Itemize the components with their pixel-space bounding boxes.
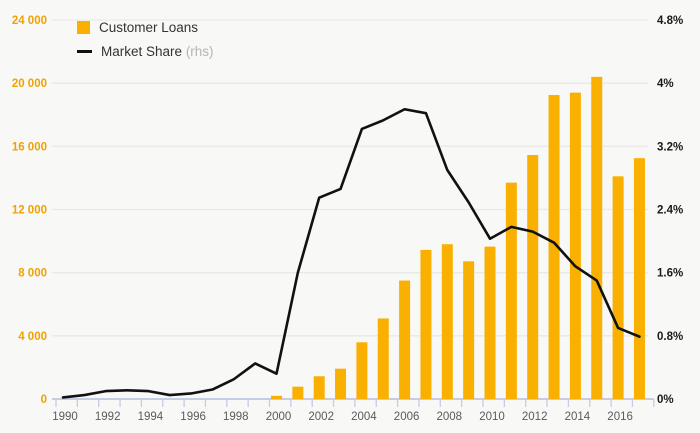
x-axis-label-2004: 2004 [351, 411, 377, 423]
bar-2013 [548, 95, 560, 400]
y-axis-label-right: 1.6% [657, 268, 683, 280]
x-axis-label-2016: 2016 [607, 411, 633, 423]
y-axis-label-left: 4 000 [18, 331, 47, 343]
x-axis-label-2000: 2000 [266, 411, 292, 423]
bar-2016 [612, 176, 624, 399]
bar-2003 [335, 368, 347, 399]
y-axis-label-left: 24 000 [12, 15, 47, 27]
x-axis-label-1992: 1992 [95, 411, 121, 423]
x-axis-label-2008: 2008 [437, 411, 463, 423]
x-axis-label-2014: 2014 [565, 411, 591, 423]
bar-2012 [527, 155, 539, 399]
bar-2007 [420, 249, 432, 399]
bar-2001 [292, 386, 304, 399]
y-axis-label-right: 3.2% [657, 141, 683, 153]
x-axis-label-2006: 2006 [394, 411, 420, 423]
x-axis-label-1990: 1990 [52, 411, 78, 423]
bar-2000 [271, 395, 282, 399]
bar-2011 [505, 182, 517, 399]
y-axis-label-left: 8 000 [18, 268, 47, 280]
legend-label-customer-loans: Customer Loans [99, 20, 199, 35]
bar-2006 [399, 280, 411, 399]
bar-2017 [633, 158, 645, 399]
bar-2009 [463, 261, 475, 399]
x-axis-label-2010: 2010 [479, 411, 505, 423]
bar-2005 [377, 318, 389, 399]
bar-2008 [441, 244, 453, 399]
legend-item-market-share: Market Share (rhs) [77, 44, 214, 59]
y-axis-label-left: 16 000 [12, 141, 47, 153]
y-axis-label-right: 4.8% [657, 15, 683, 27]
y-axis-label-right: 4% [657, 78, 674, 90]
line-swatch-icon [77, 50, 92, 53]
x-axis-label-1998: 1998 [223, 411, 249, 423]
legend-rhs-suffix: (rhs) [185, 44, 214, 59]
y-axis-label-right: 0% [657, 394, 674, 406]
x-axis-label-1994: 1994 [138, 411, 164, 423]
x-axis-label-1996: 1996 [180, 411, 206, 423]
y-axis-label-left: 20 000 [12, 78, 47, 90]
bar-2002 [313, 376, 325, 399]
bar-2010 [484, 246, 496, 399]
legend-label-market-share: Market Share (rhs) [101, 44, 214, 59]
bar-swatch-icon [77, 21, 90, 34]
bar-2004 [356, 342, 368, 399]
bar-2015 [591, 76, 603, 399]
y-axis-label-right: 2.4% [657, 205, 683, 217]
y-axis-label-right: 0.8% [657, 331, 683, 343]
y-axis-label-left: 12 000 [12, 205, 47, 217]
market-share-line [61, 107, 641, 399]
legend-item-customer-loans: Customer Loans [77, 20, 214, 35]
x-axis-label-2012: 2012 [522, 411, 548, 423]
y-axis-label-left: 0 [41, 394, 47, 406]
chart-legend: Customer Loans Market Share (rhs) [77, 20, 214, 59]
x-axis-label-2002: 2002 [308, 411, 334, 423]
bar-2014 [569, 92, 581, 400]
